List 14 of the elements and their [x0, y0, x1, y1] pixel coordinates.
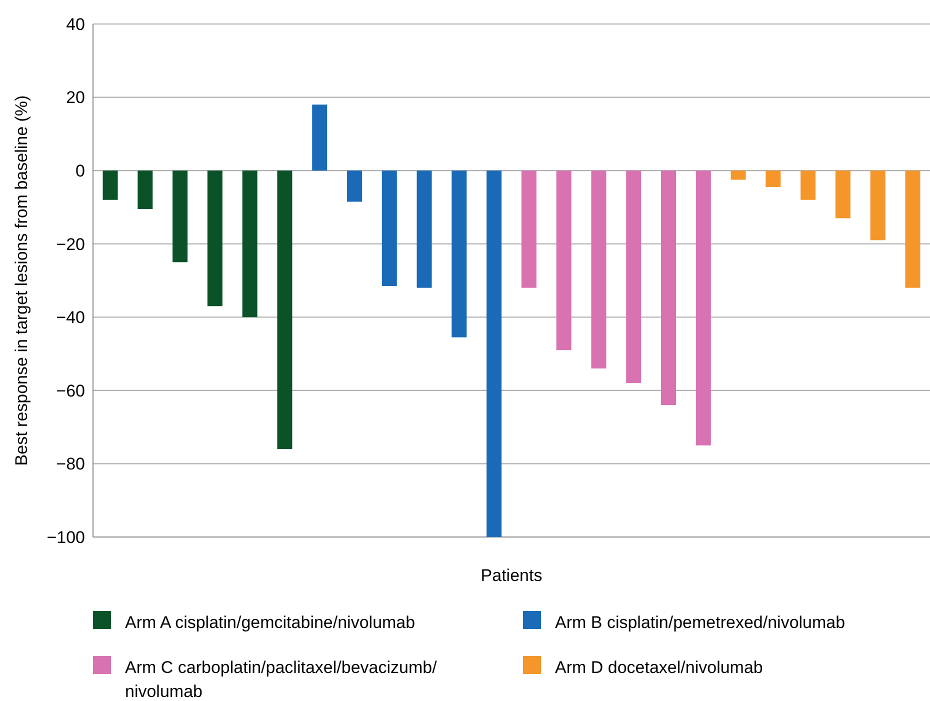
y-tick-label: −60	[56, 381, 85, 400]
y-tick-label: −80	[56, 454, 85, 474]
y-tick-label: 20	[66, 88, 85, 108]
legend-label: Arm A cisplatin/gemcitabine/nivolumab	[125, 612, 416, 632]
legend-label: Arm B cisplatin/pemetrexed/nivolumab	[555, 612, 846, 632]
y-axis-title: Best response in target lesions from baseline (%)	[12, 95, 31, 466]
x-axis-title: Patients	[480, 566, 542, 585]
legend-label: Arm C carboplatin/paclitaxel/bevacizumb/nivolumab	[125, 658, 438, 701]
legend-label: Arm D docetaxel/nivolumab	[555, 658, 763, 677]
y-tick-label: 0	[76, 162, 85, 181]
y-tick-label: −20	[56, 234, 85, 254]
y-tick-label: 40	[66, 14, 85, 34]
y-tick-label: −40	[56, 308, 85, 328]
y-tick-label: −100	[46, 528, 85, 547]
